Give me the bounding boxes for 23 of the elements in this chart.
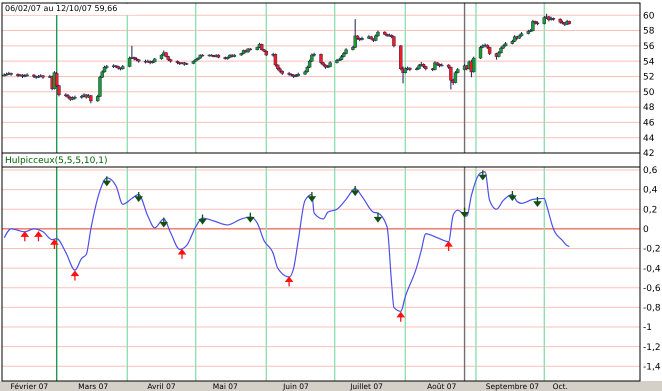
y-tick-label: -1,2: [643, 342, 661, 353]
y-tick-label: 48: [643, 103, 655, 114]
y-tick-label: 0,4: [643, 186, 658, 196]
y-tick-label: 60: [643, 11, 655, 22]
y-tick-label: -0,6: [643, 284, 661, 294]
y-tick-label: -1,4: [643, 362, 661, 372]
y-tick-label: -0,8: [643, 304, 661, 314]
chart-title: 06/02/07 au 12/10/07 59,66: [5, 4, 118, 13]
y-tick-label: 0: [643, 224, 649, 235]
y-tick-label: -0,2: [643, 244, 661, 255]
y-tick-label: 42: [643, 149, 654, 160]
y-tick-label: 44: [643, 134, 655, 144]
y-tick-label: 50: [643, 88, 655, 98]
y-tick-label: 0,2: [643, 205, 658, 216]
y-tick-label: -1: [643, 323, 652, 334]
y-tick-label: 52: [643, 72, 654, 83]
y-tick-label: 46: [643, 118, 655, 129]
y-tick-label: 54: [643, 57, 655, 68]
chart-title: Hulpicceux(5,5,5,10,1): [5, 156, 108, 166]
y-tick-label: -0,4: [643, 264, 661, 274]
y-tick-label: 0,6: [643, 166, 658, 176]
y-tick-label: 56: [643, 42, 655, 52]
y-tick-label: 58: [643, 26, 655, 37]
